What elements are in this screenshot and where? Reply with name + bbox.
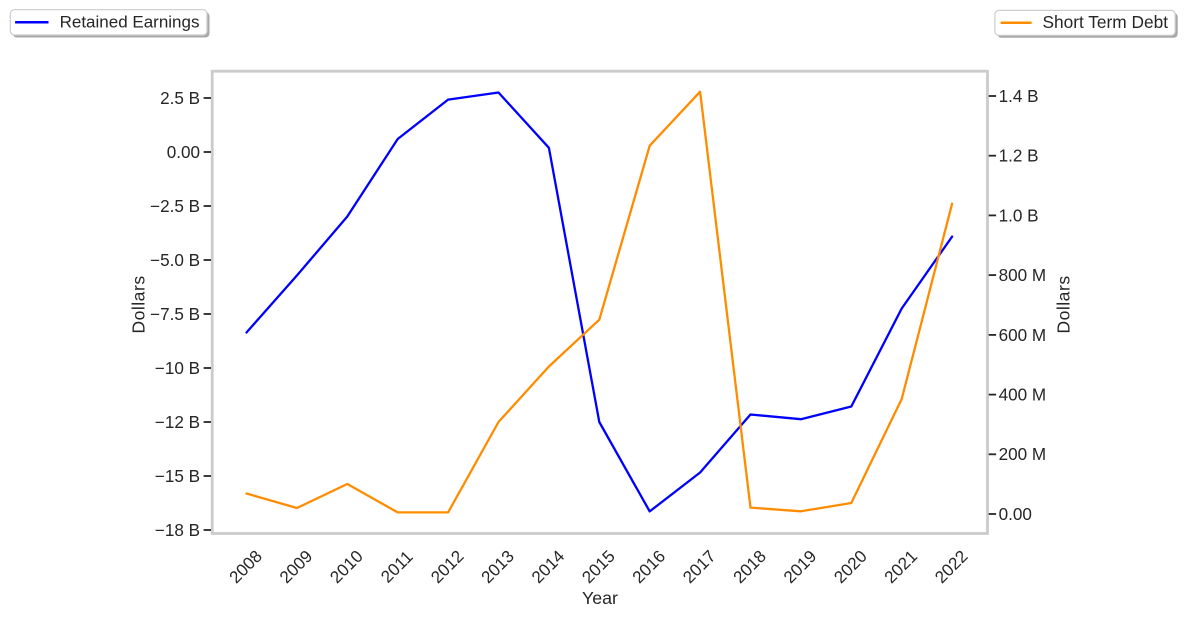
svg-text:Retained Earnings: Retained Earnings [60,13,200,32]
svg-text:2.5 B: 2.5 B [160,89,200,108]
svg-text:−7.5 B: −7.5 B [150,305,200,324]
svg-text:−12 B: −12 B [155,413,200,432]
svg-text:Dollars: Dollars [129,275,149,333]
svg-text:Short Term Debt: Short Term Debt [1043,12,1169,32]
svg-text:−18 B: −18 B [155,521,200,540]
svg-text:−10 B: −10 B [155,359,200,378]
svg-text:400 M: 400 M [999,386,1047,405]
svg-text:−15 B: −15 B [155,467,200,486]
svg-text:1.0 B: 1.0 B [999,206,1039,225]
svg-text:1.4 B: 1.4 B [999,87,1039,106]
svg-text:200 M: 200 M [999,445,1047,464]
svg-text:1.2 B: 1.2 B [999,147,1039,166]
svg-text:−5.0 B: −5.0 B [150,251,200,270]
svg-text:0.00: 0.00 [999,505,1032,524]
svg-text:−2.5 B: −2.5 B [150,197,200,216]
svg-text:0.00: 0.00 [167,143,200,162]
svg-text:600 M: 600 M [999,326,1047,345]
svg-text:Year: Year [582,588,618,608]
svg-text:Dollars: Dollars [1054,275,1074,333]
svg-text:800 M: 800 M [999,266,1047,285]
